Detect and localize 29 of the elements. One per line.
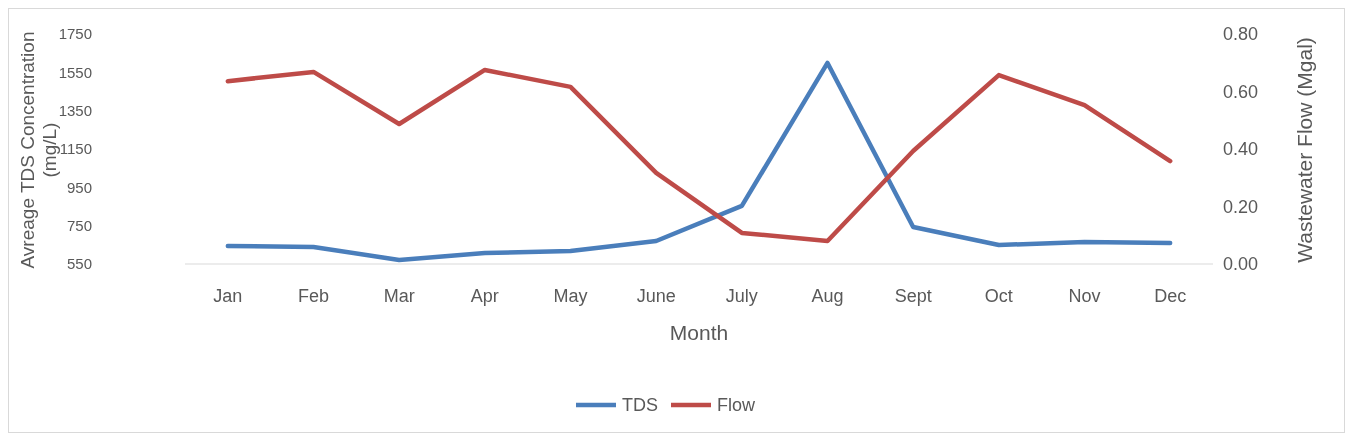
y-tick-label: 1550 bbox=[58, 63, 92, 81]
x-tick-label: June bbox=[636, 286, 676, 307]
y-tick-label: 1350 bbox=[58, 101, 92, 119]
y-tick-label: 1750 bbox=[58, 25, 92, 43]
y2-tick-label: 0.20 bbox=[1223, 196, 1259, 217]
x-tick-label: Jan bbox=[213, 286, 243, 307]
y2-tick-label: 0.60 bbox=[1223, 81, 1259, 102]
legend-label: Flow bbox=[717, 395, 756, 416]
x-tick-label: Dec bbox=[1154, 286, 1187, 307]
y2-axis-title: Wastewater Flow (Mgal) bbox=[1293, 37, 1317, 263]
y2-tick-label: 0.40 bbox=[1223, 139, 1259, 160]
x-tick-label: Sept bbox=[894, 286, 932, 307]
x-tick-label: Apr bbox=[470, 286, 499, 307]
x-tick-label: Aug bbox=[811, 286, 844, 307]
y-axis-title: Avreage TDS Concentration (mg/L) bbox=[17, 31, 60, 269]
y-tick-label: 750 bbox=[66, 216, 92, 234]
x-tick-label: Feb bbox=[297, 286, 330, 307]
x-tick-label: Nov bbox=[1068, 286, 1101, 307]
y-tick-label: 950 bbox=[66, 178, 92, 196]
x-tick-label: Oct bbox=[984, 286, 1013, 307]
x-tick-label: May bbox=[553, 286, 588, 307]
y-tick-label: 1150 bbox=[59, 140, 92, 158]
x-tick-label: Mar bbox=[383, 286, 415, 307]
y2-tick-label: 0.00 bbox=[1223, 254, 1259, 275]
x-axis-title: Month bbox=[669, 321, 729, 345]
x-tick-label: July bbox=[725, 286, 758, 307]
legend-label: TDS bbox=[622, 395, 658, 416]
y-tick-label: 550 bbox=[66, 255, 92, 273]
y2-tick-label: 0.80 bbox=[1223, 24, 1259, 45]
